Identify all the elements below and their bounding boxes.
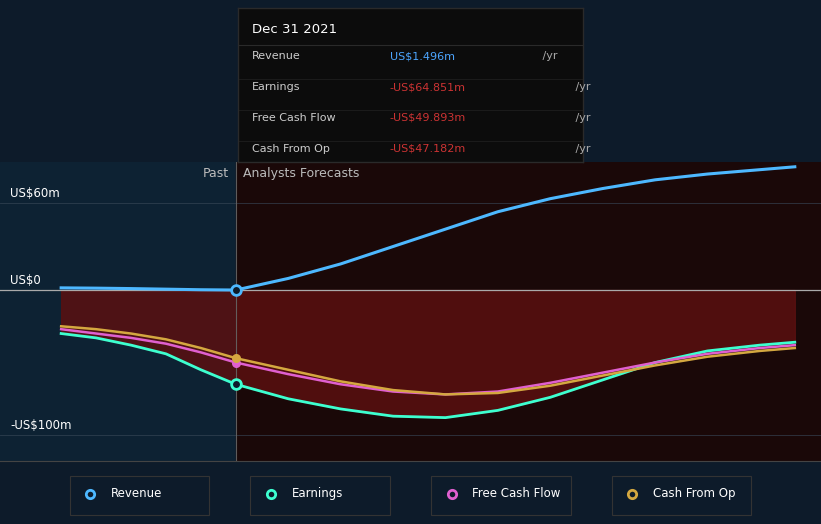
Text: US$0: US$0 xyxy=(11,274,41,287)
Text: Past: Past xyxy=(203,167,229,180)
Text: Dec 31 2021: Dec 31 2021 xyxy=(252,23,337,36)
Text: /yr: /yr xyxy=(572,113,590,123)
FancyBboxPatch shape xyxy=(431,476,571,515)
Text: Cash From Op: Cash From Op xyxy=(252,144,330,154)
FancyBboxPatch shape xyxy=(250,476,390,515)
Text: /yr: /yr xyxy=(572,144,590,154)
Text: /yr: /yr xyxy=(539,51,557,61)
Bar xyxy=(236,162,821,461)
Bar xyxy=(0,162,236,461)
Text: -US$49.893m: -US$49.893m xyxy=(390,113,466,123)
Text: /yr: /yr xyxy=(572,82,590,92)
Text: Analysts Forecasts: Analysts Forecasts xyxy=(243,167,359,180)
Text: -US$100m: -US$100m xyxy=(11,419,72,432)
Text: Revenue: Revenue xyxy=(111,487,163,500)
Text: Revenue: Revenue xyxy=(252,51,300,61)
Text: Earnings: Earnings xyxy=(252,82,300,92)
Text: Free Cash Flow: Free Cash Flow xyxy=(472,487,561,500)
FancyBboxPatch shape xyxy=(612,476,751,515)
Text: Earnings: Earnings xyxy=(291,487,343,500)
Text: Free Cash Flow: Free Cash Flow xyxy=(252,113,336,123)
Text: -US$64.851m: -US$64.851m xyxy=(390,82,466,92)
Text: -US$47.182m: -US$47.182m xyxy=(390,144,466,154)
FancyBboxPatch shape xyxy=(70,476,209,515)
Text: US$60m: US$60m xyxy=(11,187,60,200)
Text: Cash From Op: Cash From Op xyxy=(653,487,735,500)
Text: US$1.496m: US$1.496m xyxy=(390,51,455,61)
